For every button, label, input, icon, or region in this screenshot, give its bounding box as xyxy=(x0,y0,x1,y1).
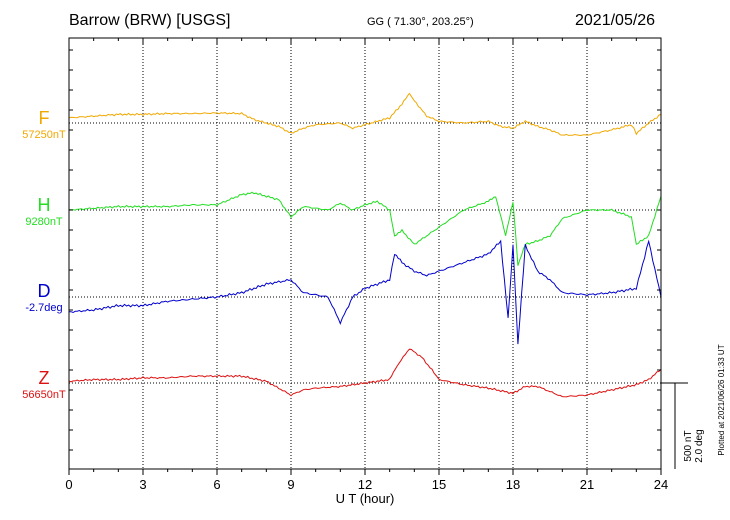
component-label-h: H 9280nT xyxy=(11,195,77,229)
x-tick-label: 0 xyxy=(65,477,72,492)
component-label-d: D -2.7deg xyxy=(11,281,77,315)
scale-label-deg: 2.0 deg xyxy=(694,429,705,462)
grid-layer xyxy=(142,38,588,469)
component-label-f: F 57250nT xyxy=(11,108,77,142)
x-tick-label: 15 xyxy=(432,477,446,492)
series-line-h xyxy=(68,191,662,266)
x-tick-label: 3 xyxy=(139,477,146,492)
scale-bar: 500 nT 2.0 deg xyxy=(661,382,705,469)
chart-title: Barrow (BRW) [USGS] xyxy=(69,12,231,29)
series-line-f xyxy=(68,92,662,137)
component-baseline: 56650nT xyxy=(22,389,66,401)
station-coordinates: GG ( 71.30°, 203.25°) xyxy=(367,16,474,28)
x-tick-label: 24 xyxy=(654,477,668,492)
component-letter: Z xyxy=(38,368,50,388)
chart-date: 2021/05/26 xyxy=(575,12,656,29)
x-tick-label: 21 xyxy=(580,477,594,492)
x-tick-label: 6 xyxy=(213,477,220,492)
x-tick-label: 18 xyxy=(506,477,520,492)
series-layer xyxy=(68,92,662,398)
x-tick-label: 9 xyxy=(287,477,294,492)
component-label-z: Z 56650nT xyxy=(11,368,77,402)
component-baseline: 9280nT xyxy=(25,216,63,228)
component-baseline: -2.7deg xyxy=(25,302,63,314)
component-letter: H xyxy=(37,195,51,215)
series-line-d xyxy=(68,239,662,345)
x-tick-label: 12 xyxy=(358,477,372,492)
tick-layer: 0 3 6 9 12 15 18 21 24 xyxy=(65,38,668,492)
component-letter: F xyxy=(38,108,50,128)
component-letter: D xyxy=(37,281,51,301)
plotted-timestamp: Plotted at 2021/06/26 01:33 UT xyxy=(717,344,726,455)
series-line-z xyxy=(68,348,662,398)
x-axis-title: U T (hour) xyxy=(336,491,395,506)
scale-label-nt: 500 nT xyxy=(683,430,694,461)
component-baseline: 57250nT xyxy=(22,129,66,141)
